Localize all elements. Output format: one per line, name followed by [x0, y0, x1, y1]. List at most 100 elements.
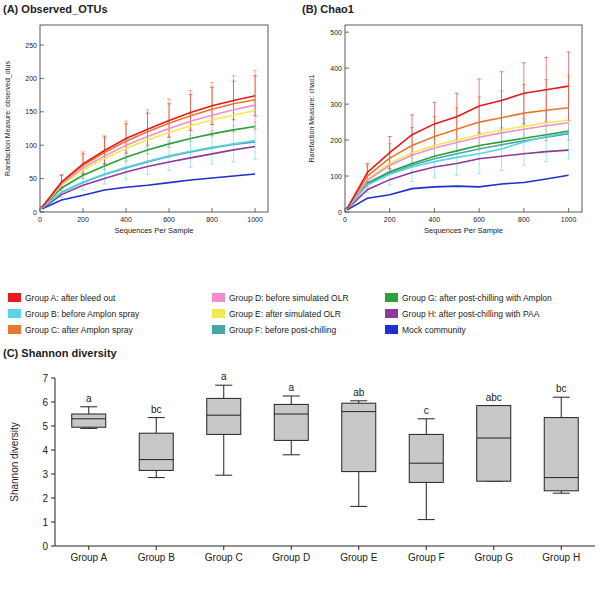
axis-title: Sequences Per Sample — [115, 226, 194, 235]
error-cap — [60, 175, 64, 176]
series-line — [347, 86, 568, 208]
error-cap — [81, 189, 85, 190]
error-cap — [60, 174, 64, 175]
whisker-cap — [418, 519, 435, 520]
series-line — [42, 147, 255, 209]
annotation: a — [288, 382, 294, 393]
error-cap — [167, 170, 171, 171]
box — [72, 414, 106, 427]
tick-label: 100 — [25, 142, 37, 149]
axis-title: Rarefaction Measure: chao1 — [308, 74, 315, 162]
error-cap — [522, 165, 526, 166]
panel-title: (C) Shannon diversity — [3, 347, 118, 359]
error-cap — [124, 153, 128, 154]
median — [544, 477, 578, 478]
tick — [291, 546, 292, 550]
whisker-cap — [283, 396, 300, 397]
tick-label: 4 — [42, 445, 48, 456]
legend-label: Group H: after post-chilling with PAA — [402, 309, 540, 319]
tick — [345, 68, 349, 69]
tick-label: 200 — [330, 137, 342, 144]
error-cap — [124, 121, 128, 122]
panel: (C) Shannon diversity01234567Shannon div… — [3, 347, 595, 563]
box — [207, 398, 241, 434]
tick-label: 3 — [42, 469, 48, 480]
error-cap — [500, 71, 504, 72]
error-cap — [253, 159, 257, 160]
tick — [40, 45, 44, 46]
tick-label: 0 — [33, 209, 37, 216]
error-cap — [522, 62, 526, 63]
axis-title: Sequences Per Sample — [424, 226, 503, 235]
error-cap — [432, 102, 436, 103]
panel: (B) Chao10200400600800100001002003004005… — [302, 3, 582, 235]
tick-label: 6 — [42, 397, 48, 408]
plot-data — [72, 385, 579, 519]
legend-label: Group G: after post-chilling with Amplon — [402, 293, 552, 303]
tick — [40, 212, 44, 213]
plot-frame — [345, 25, 582, 212]
box — [274, 404, 308, 440]
annotation: bc — [556, 383, 567, 394]
whisker — [426, 419, 427, 435]
error-cap — [124, 155, 128, 156]
tick-label: Group C — [205, 552, 243, 563]
error-cap — [210, 82, 214, 83]
error-cap — [232, 75, 236, 76]
box — [544, 418, 578, 491]
tick — [345, 176, 349, 177]
median — [139, 459, 173, 460]
tick-label: 250 — [25, 42, 37, 49]
error-cap — [388, 168, 392, 169]
series-line — [42, 100, 255, 208]
tick — [568, 208, 569, 212]
tick — [223, 546, 224, 550]
tick-label: Group D — [272, 552, 310, 563]
tick — [40, 145, 44, 146]
whisker — [291, 396, 292, 404]
error-cap — [232, 161, 236, 162]
annotation: c — [424, 405, 429, 416]
error-cap — [567, 159, 571, 160]
error-cap — [388, 185, 392, 186]
tick — [345, 104, 349, 105]
error-cap — [432, 177, 436, 178]
error-cap — [81, 151, 85, 152]
error-cap — [189, 167, 193, 168]
error-cap — [455, 175, 459, 176]
error-cap — [189, 90, 193, 91]
error-cap — [410, 114, 414, 115]
tick-label: 200 — [384, 216, 396, 223]
legend-label: Group D: before simulated OLR — [229, 293, 349, 303]
whisker — [156, 418, 157, 434]
error-cap — [103, 183, 107, 184]
tick — [40, 78, 44, 79]
tick-label: 5 — [42, 421, 48, 432]
error-cap — [167, 99, 171, 100]
whisker-cap — [553, 397, 570, 398]
legend-swatch — [8, 325, 21, 334]
whisker — [426, 482, 427, 519]
error-cap — [455, 93, 459, 94]
whisker — [561, 397, 562, 417]
tick — [345, 32, 349, 33]
legend-label: Group B: before Amplon spray — [25, 309, 140, 319]
tick-label: 2 — [42, 493, 48, 504]
tick-label: 0 — [338, 209, 342, 216]
error-cap — [103, 163, 107, 164]
tick-label: 200 — [25, 75, 37, 82]
series-line — [42, 96, 255, 208]
error-cap — [544, 161, 548, 162]
tick-label: 50 — [29, 175, 37, 182]
error-cap — [146, 145, 150, 146]
tick-label: 150 — [25, 108, 37, 115]
tick — [561, 546, 562, 550]
tick — [156, 546, 157, 550]
error-cap — [253, 70, 257, 71]
tick-label: 400 — [120, 216, 132, 223]
tick — [83, 208, 84, 212]
annotation: abc — [486, 392, 502, 403]
error-cap — [232, 125, 236, 126]
median — [409, 463, 443, 464]
error-cap — [388, 136, 392, 137]
